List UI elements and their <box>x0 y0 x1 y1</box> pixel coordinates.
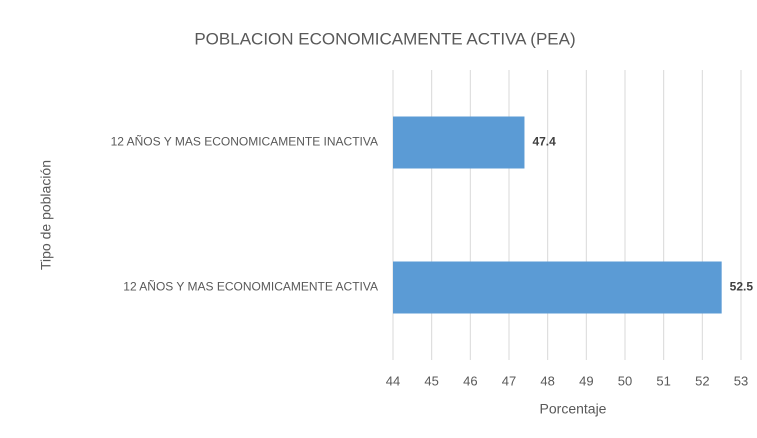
bar <box>393 261 722 314</box>
x-tick-label: 44 <box>386 373 400 388</box>
x-tick-label: 46 <box>463 373 477 388</box>
y-tick-label: 12 AÑOS Y MAS ECONOMICAMENTE INACTIVA <box>111 135 378 149</box>
x-tick-label: 45 <box>424 373 438 388</box>
data-label: 47.4 <box>532 135 556 149</box>
x-tick-label: 47 <box>502 373 516 388</box>
x-tick-label: 53 <box>734 373 748 388</box>
x-tick-label: 49 <box>579 373 593 388</box>
y-tick-label: 12 AÑOS Y MAS ECONOMICAMENTE ACTIVA <box>123 280 378 294</box>
x-tick-label: 51 <box>656 373 670 388</box>
x-axis-title: Porcentaje <box>540 401 607 417</box>
bar <box>393 116 525 169</box>
y-axis-title: Tipo de población <box>38 160 54 270</box>
x-tick-label: 50 <box>618 373 632 388</box>
data-label: 52.5 <box>730 280 754 294</box>
x-tick-label: 52 <box>695 373 709 388</box>
x-tick-label: 48 <box>540 373 554 388</box>
chart-title: POBLACION ECONOMICAMENTE ACTIVA (PEA) <box>194 29 575 48</box>
